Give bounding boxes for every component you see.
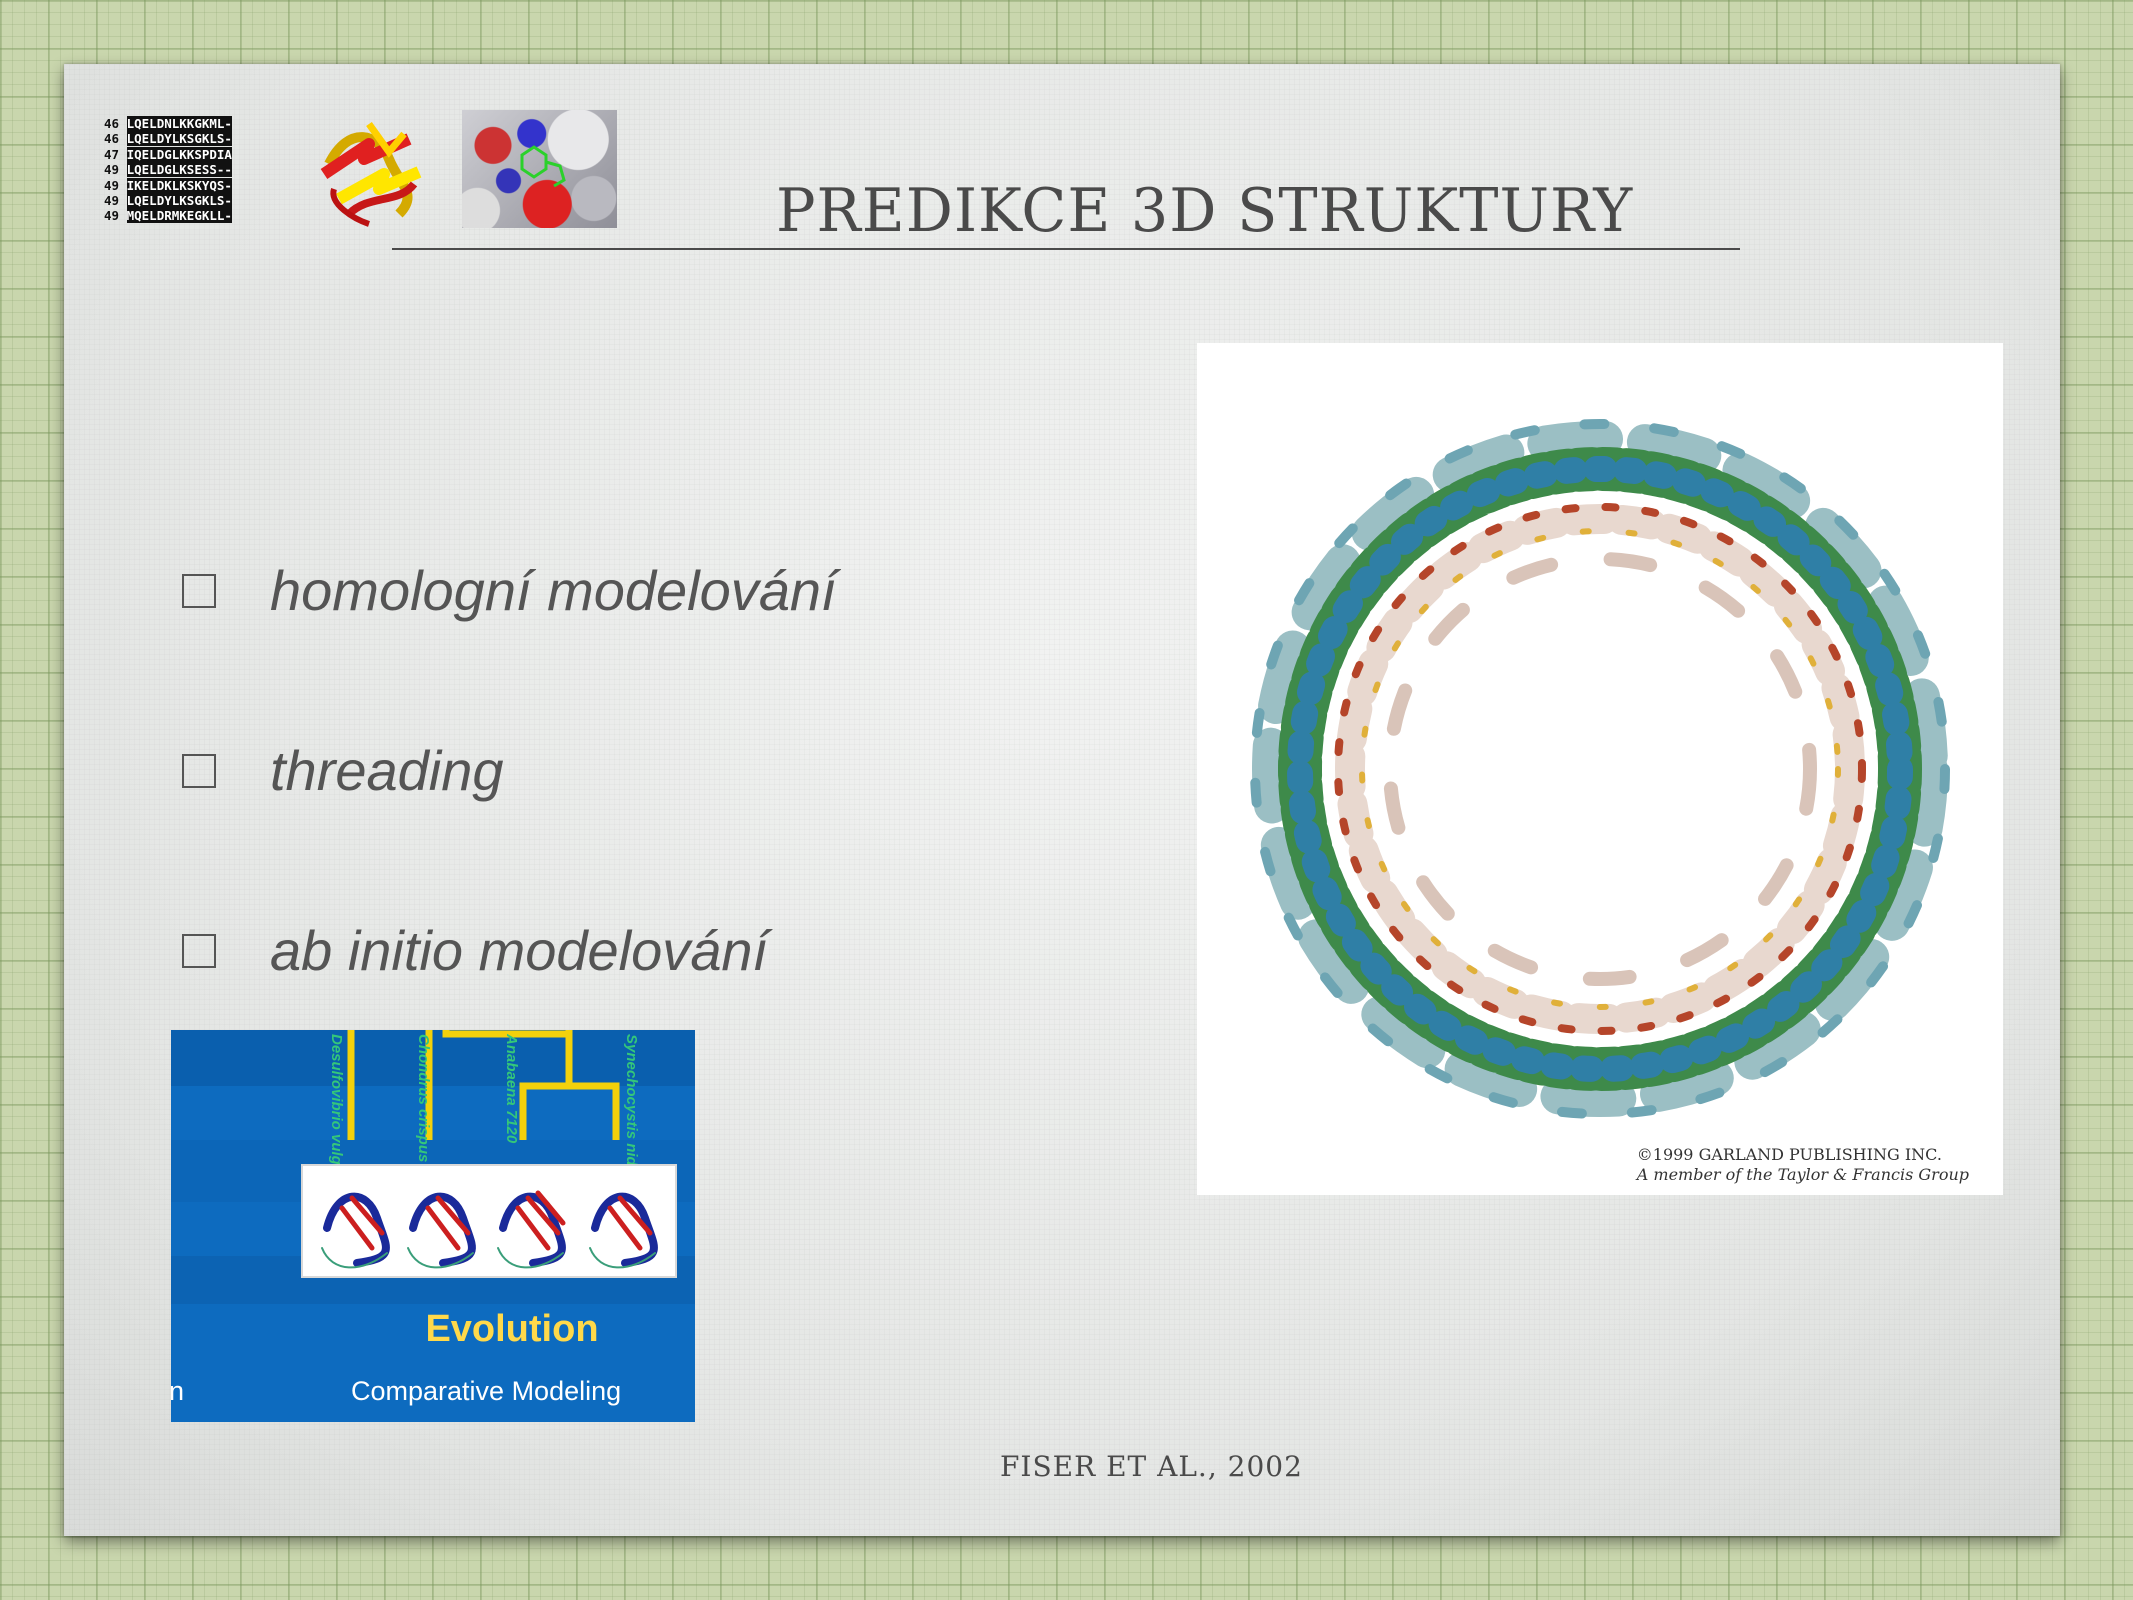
alignment-row: 49 LQELDGLKSESS-- [104, 162, 232, 178]
copyright-line: A member of the Taylor & Francis Group [1636, 1165, 1969, 1184]
species-label: Anabaena 7120 [503, 1034, 520, 1144]
citation: FISER ET AL., 2002 [1000, 1450, 1303, 1483]
protein-ring-figure: ©1999 GARLAND PUBLISHING INC. A member o… [1197, 343, 2003, 1195]
checkbox-square-icon [182, 753, 216, 788]
slide: 46 LQELDNLKKGKML- 46 LQELDYLKSGKLS- 47 I… [64, 64, 2060, 1536]
protein-ring-icon [1250, 419, 1950, 1119]
copyright-line: ©1999 GARLAND PUBLISHING INC. [1636, 1145, 1942, 1164]
page-title: PREDIKCE 3D STRUKTURY [776, 176, 1634, 246]
protein-ribbon-thumbnail [320, 121, 422, 227]
bullet-text: threading [270, 739, 504, 802]
alignment-row: 49 MQELDRMKEGKLL- [104, 208, 232, 224]
species-label: Desulfovibrio vulgaris [328, 1034, 345, 1192]
checkbox-square-icon [182, 573, 216, 608]
protein-structure-icon [321, 1190, 658, 1269]
title-underline [392, 248, 1740, 250]
evolution-heading: Evolution [425, 1308, 599, 1350]
protein-structures-panel [301, 1164, 677, 1278]
bullet-item: threading [182, 738, 504, 803]
bullet-text: homologní modelování [270, 559, 837, 622]
alignment-row: 46 LQELDNLKKGKML- [104, 116, 232, 131]
bullet-item: ab initio modelování [182, 918, 768, 983]
alignment-row: 49 LQELDYLKSGKLS- [104, 193, 232, 209]
alignment-row: 46 LQELDYLKSGKLS- [104, 131, 232, 147]
comparative-modeling-label: Comparative Modeling [351, 1376, 622, 1406]
cropped-text: n [171, 1376, 185, 1406]
figure-band [171, 1030, 695, 1086]
alignment-row: 49 IKELDKLKSKYQS- [104, 177, 232, 193]
bullet-text: ab initio modelování [270, 919, 769, 982]
evolution-figure: Desulfovibrio vulgaris Chondrus crispus … [171, 1030, 695, 1422]
bullet-item: homologní modelování [182, 558, 837, 623]
ligand-icon [520, 145, 566, 188]
copyright-notice: ©1999 GARLAND PUBLISHING INC. A member o… [1637, 1145, 1969, 1185]
sequence-alignment-thumbnail: 46 LQELDNLKKGKML- 46 LQELDYLKSGKLS- 47 I… [104, 116, 286, 228]
species-label: Synechocystis nidulans [623, 1034, 640, 1205]
checkbox-square-icon [182, 933, 216, 968]
phylogenetic-tree-icon [347, 1030, 620, 1140]
alignment-row: 47 IQELDGLKKSPDIA [104, 146, 232, 162]
species-label: Chondrus crispus [415, 1034, 432, 1163]
protein-surface-thumbnail [462, 110, 617, 228]
